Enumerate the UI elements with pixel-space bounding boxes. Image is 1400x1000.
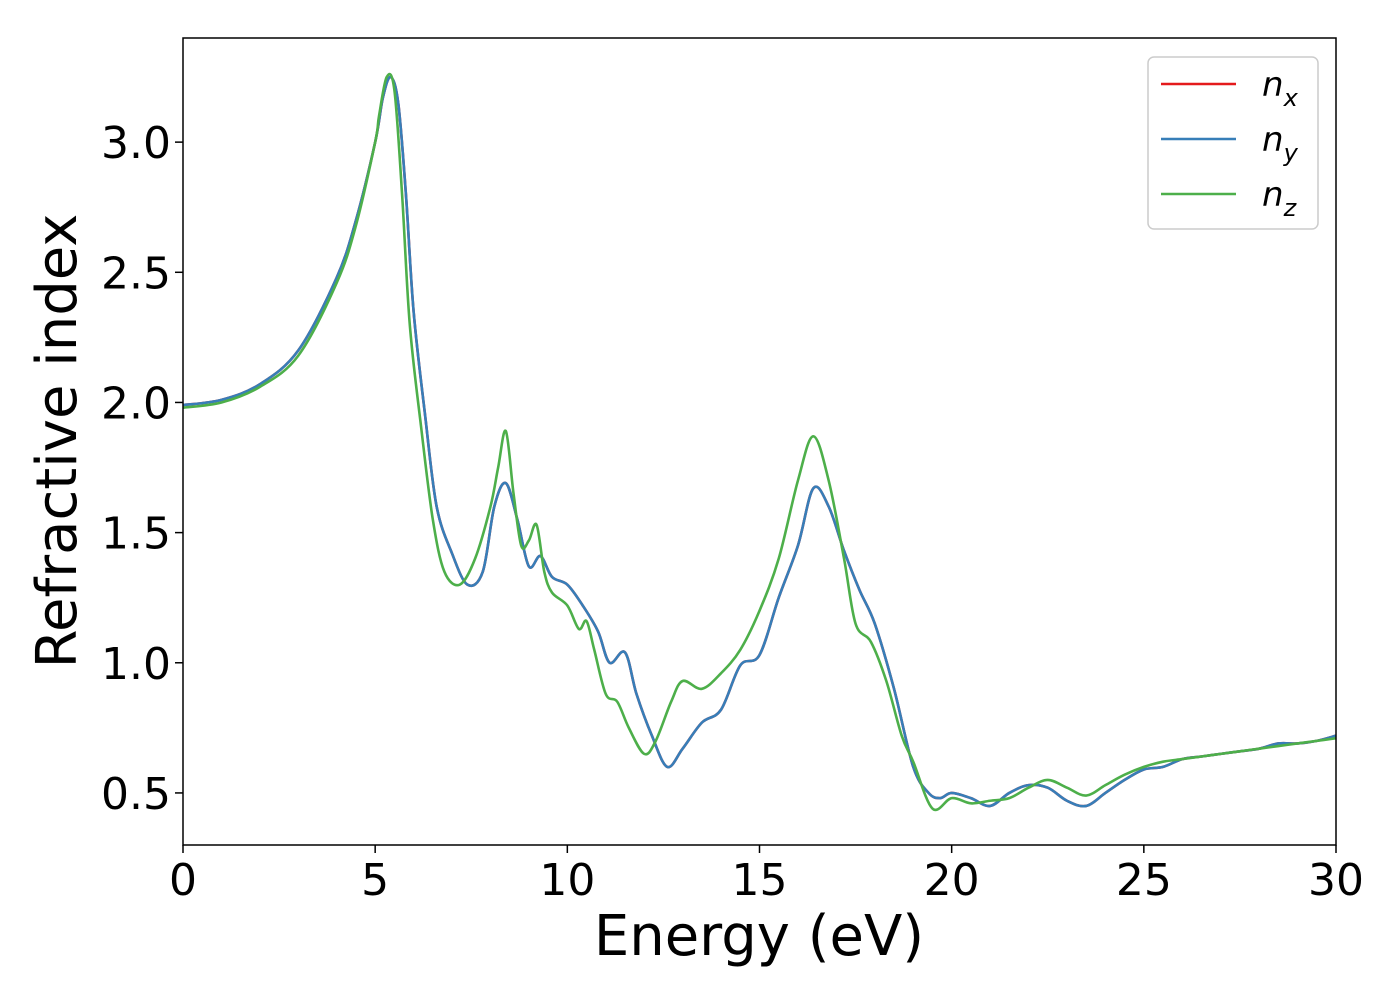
y-axis-ticks: 0.5 1.0 1.5 2.0 2.5 3.0 bbox=[101, 118, 183, 820]
x-tick-label: 25 bbox=[1116, 855, 1172, 906]
y-tick-label: 2.0 bbox=[101, 378, 171, 429]
series-line-n-z bbox=[182, 72, 1337, 812]
y-tick-label: 2.5 bbox=[101, 248, 171, 299]
y-tick-label: 3.0 bbox=[101, 118, 171, 169]
x-tick-label: 20 bbox=[924, 855, 980, 906]
series-layer bbox=[182, 72, 1337, 812]
legend-label-subscript: y bbox=[1283, 139, 1299, 167]
x-tick-label: 10 bbox=[539, 855, 595, 906]
y-tick-label: 0.5 bbox=[101, 769, 171, 820]
legend-label-x: nx bbox=[1262, 65, 1299, 112]
x-tick-label: 15 bbox=[732, 855, 788, 906]
legend-label-subscript: x bbox=[1283, 84, 1299, 112]
y-axis-title: Refractive index bbox=[25, 214, 90, 669]
legend-label-y: ny bbox=[1262, 120, 1299, 167]
x-tick-label: 0 bbox=[169, 855, 197, 906]
legend-label-base: n bbox=[1262, 175, 1284, 215]
legend-label-z: nz bbox=[1262, 175, 1298, 222]
plot-background bbox=[183, 38, 1336, 845]
x-axis-title: Energy (eV) bbox=[594, 904, 924, 969]
legend-label-base: n bbox=[1262, 65, 1284, 105]
x-tick-label: 30 bbox=[1308, 855, 1364, 906]
legend-label-subscript: z bbox=[1283, 194, 1298, 222]
legend-label-base: n bbox=[1262, 120, 1284, 160]
series-line-n-y bbox=[182, 75, 1337, 808]
x-axis-ticks: 0 5 10 15 20 25 30 bbox=[169, 845, 1364, 906]
x-tick-label: 5 bbox=[361, 855, 389, 906]
legend-box bbox=[1147, 56, 1319, 230]
y-tick-label: 1.0 bbox=[101, 639, 171, 690]
y-tick-label: 1.5 bbox=[101, 509, 171, 560]
